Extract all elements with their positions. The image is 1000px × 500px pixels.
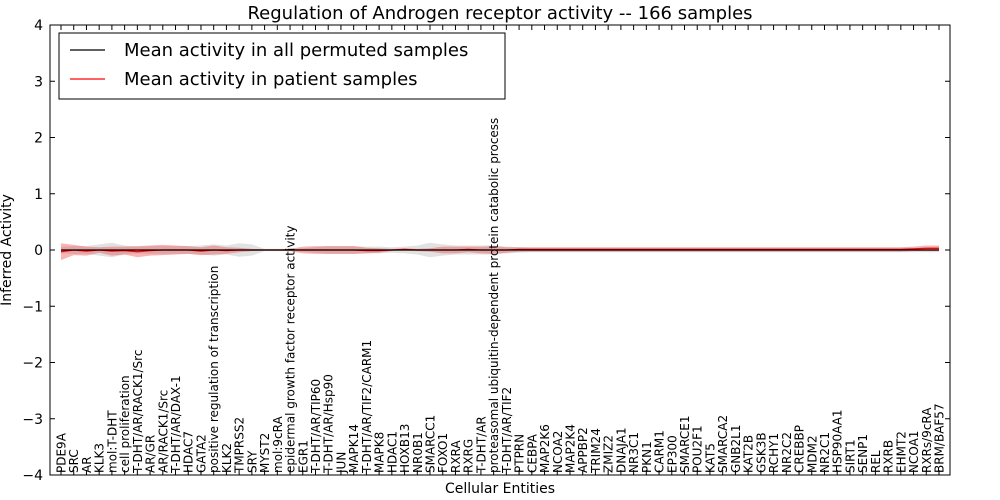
x-axis-label: Cellular Entities: [445, 481, 555, 497]
x-tick-label-t-dht-ar-rack1-src: T-DHT/AR/RACK1/Src: [131, 350, 145, 474]
x-tick-label-smarcc1: SMARCC1: [424, 415, 438, 473]
x-tick-label-tmprss2: TMPRSS2: [233, 417, 247, 474]
y-tick-label: 1: [34, 187, 43, 203]
x-tick-label-gnb2l1: GNB2L1: [729, 425, 743, 473]
y-tick-label: −3: [22, 412, 43, 428]
x-tick-label-ehmt2: EHMT2: [894, 431, 908, 473]
x-tick-label-jun: JUN: [334, 452, 348, 474]
x-tick-label-trim24: TRIM24: [589, 428, 603, 474]
x-tick-label-hdac7: HDAC7: [182, 431, 196, 473]
x-tick-label-gsk3b: GSK3B: [754, 432, 768, 473]
x-tick-label-cebpa: CEBPA: [525, 433, 539, 473]
x-tick-label-smarce1: SMARCE1: [678, 415, 692, 473]
x-tick-label-epidermal-growth-factor-receptor-activity: epidermal growth factor receptor activit…: [284, 226, 298, 473]
y-tick-label: 2: [34, 131, 43, 147]
series-lines: [60, 247, 939, 253]
x-tick-label-nr0b1: NR0B1: [411, 432, 425, 473]
x-tick-label-rxrs-9cra: RXRs/9cRA: [920, 407, 934, 473]
x-tick-label-t-dht-ar: T-DHT/AR: [474, 416, 488, 474]
x-tick-label-ncoa1: NCOA1: [907, 431, 921, 473]
y-tick-label: 0: [34, 243, 43, 259]
x-tick-label-kat5: KAT5: [703, 443, 717, 473]
x-tick-label-senp1: SENP1: [856, 434, 870, 473]
y-tick-label: 3: [34, 74, 43, 90]
x-tick-label-t-dht-ar-tif2: T-DHT/AR/TIF2: [500, 387, 514, 474]
x-tick-label-nr3c1: NR3C1: [627, 432, 641, 473]
x-tick-label-zmiz2: ZMIZ2: [602, 435, 616, 473]
x-tick-label-nr2c1: NR2C1: [818, 432, 832, 473]
x-tick-label-sry: SRY: [245, 450, 259, 473]
y-tick-label: 4: [34, 18, 43, 34]
x-tick-label-map2k6: MAP2K6: [538, 424, 552, 473]
x-tick-label-gata2: GATA2: [194, 434, 208, 473]
x-tick-label-ar-rack1-src: AR/RACK1/Src: [156, 390, 170, 473]
x-tick-label-rxrb: RXRB: [882, 440, 896, 473]
x-tick-label-src: SRC: [67, 449, 81, 473]
y-tick-label: −2: [22, 356, 43, 372]
x-tick-label-rchy1: RCHY1: [767, 433, 781, 473]
x-tick-label-rxrg: RXRG: [462, 439, 476, 473]
x-tick-label-appbp2: APPBP2: [576, 427, 590, 473]
x-tick-label-crebbp: CREBBP: [793, 425, 807, 473]
x-tick-label-t-dht-ar-dax-1: T-DHT/AR/DAX-1: [169, 375, 183, 474]
x-tick-label-egr1: EGR1: [296, 440, 310, 473]
x-tick-label-smarca2: SMARCA2: [716, 415, 730, 473]
x-tick-label-nr2c2: NR2C2: [780, 432, 794, 473]
x-tick-label-rel: REL: [869, 450, 883, 473]
x-tick-label-mol-9cra: mol:9cRA: [271, 416, 285, 473]
x-tick-label-ptprn: PTPRN: [513, 434, 527, 473]
x-tick-label-hdac1: HDAC1: [385, 431, 399, 473]
patient-band: [61, 243, 939, 261]
x-tick-label-foxo1: FOXO1: [436, 433, 450, 473]
x-tick-label-t-dht-ar-tip60: T-DHT/AR/TIP60: [309, 379, 323, 474]
x-tick-label-pkn1: PKN1: [640, 441, 654, 473]
x-tick-label-hsp90aa1: HSP90AA1: [831, 409, 845, 473]
x-tick-label-cell-proliferation: cell proliferation: [118, 375, 132, 473]
x-tick-label-map2k4: MAP2K4: [563, 424, 577, 473]
y-tick-label: −4: [22, 468, 43, 484]
y-tick-label: −1: [22, 299, 43, 315]
y-axis-label: Inferred Activity: [0, 194, 15, 306]
x-tick-label-hoxb13: HOXB13: [398, 424, 412, 473]
x-tick-label-ar-gr: AR/GR: [144, 435, 158, 473]
x-tick-label-carm1: CARM1: [653, 430, 667, 473]
x-tick-label-myst2: MYST2: [258, 433, 272, 473]
legend-label-patient: Mean activity in patient samples: [124, 69, 418, 90]
x-tick-label-mapk14: MAPK14: [347, 424, 361, 473]
x-tick-label-sirt1: SIRT1: [843, 439, 857, 473]
x-tick-label-ar: AR: [80, 456, 94, 473]
x-tick-label-brm-baf57: BRM/BAF57: [933, 403, 947, 473]
x-tick-label-pou2f1: POU2F1: [691, 425, 705, 473]
x-tick-label-mol-t-dht: mol:T-DHT: [105, 410, 119, 473]
legend-label-permuted: Mean activity in all permuted samples: [124, 40, 468, 61]
x-tick-label-mdm2: MDM2: [805, 435, 819, 473]
x-tick-label-rxra: RXRA: [449, 440, 463, 473]
x-tick-label-t-dht-ar-tif2-carm1: T-DHT/AR/TIF2/CARM1: [360, 340, 374, 474]
chart-title: Regulation of Androgen receptor activity…: [247, 3, 752, 24]
legend-box: [58, 32, 506, 100]
y-axis: −4 −3 −2 −1 0 1 2 3 4: [22, 18, 950, 484]
x-tick-label-proteasomal-ubiquitin-dependent-protein-catabolic-process: proteasomal ubiquitin-dependent protein …: [487, 118, 501, 473]
x-tick-label-positive-regulation-of-transcription: positive regulation of transcription: [207, 266, 221, 473]
x-tick-label-klk2: KLK2: [220, 443, 234, 473]
x-tick-label-pde9a: PDE9A: [55, 432, 69, 473]
x-tick-label-klk3: KLK3: [93, 443, 107, 473]
x-tick-label-kat2b: KAT2B: [742, 435, 756, 473]
x-tick-label-ncoa2: NCOA2: [551, 431, 565, 473]
x-tick-label-dnaja1: DNAJA1: [614, 427, 628, 473]
x-tick-label-ep300: EP300: [665, 435, 679, 473]
legend: Mean activity in all permuted samples Me…: [58, 32, 506, 100]
x-tick-label-t-dht-ar-hsp90: T-DHT/AR/Hsp90: [322, 374, 336, 474]
x-tick-label-mapk8: MAPK8: [373, 432, 387, 473]
